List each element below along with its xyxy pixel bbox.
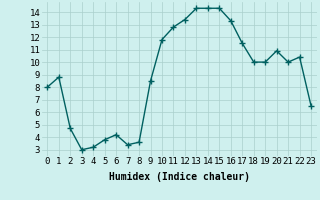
X-axis label: Humidex (Indice chaleur): Humidex (Indice chaleur) (109, 172, 250, 182)
